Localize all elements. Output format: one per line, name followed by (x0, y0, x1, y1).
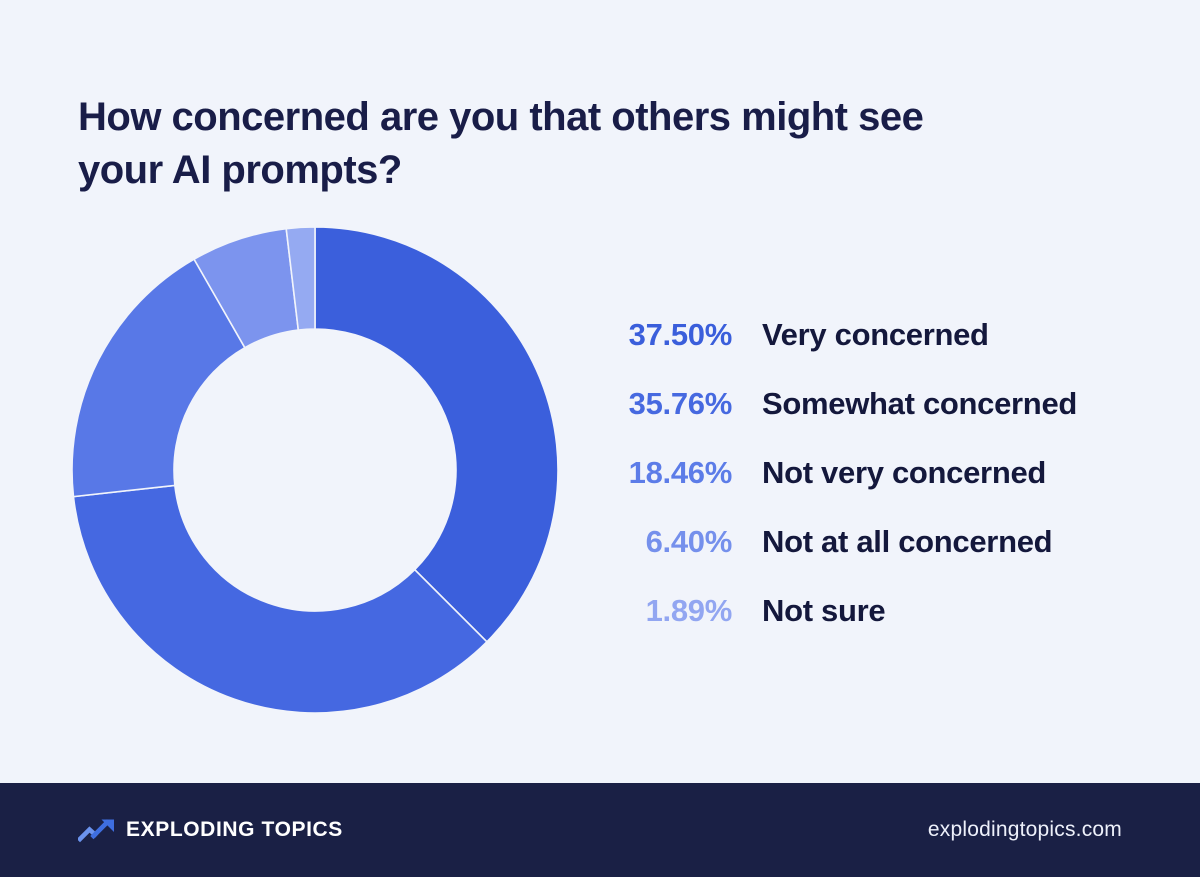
legend-value: 37.50% (628, 316, 733, 352)
arrow-zigzag-left (78, 825, 99, 842)
donut-chart-svg (71, 226, 559, 714)
arrow-head (101, 819, 114, 832)
legend-label: Very concerned (762, 316, 989, 352)
chart-title: How concerned are you that others might … (78, 94, 924, 192)
donut-chart (70, 225, 560, 715)
legend-row-not-very-concerned: 18.46% Not very concerned (598, 438, 1158, 507)
trending-up-arrow-icon (78, 818, 114, 842)
brand-logo: EXPLODING TOPICS (78, 817, 343, 844)
legend-label: Not very concerned (762, 454, 1047, 490)
legend-row-somewhat-concerned: 35.76% Somewhat concerned (598, 369, 1158, 438)
legend-label: Not sure (762, 592, 886, 628)
legend-row-not-sure: 1.89% Not sure (598, 576, 1158, 645)
legend-label: Somewhat concerned (762, 385, 1078, 421)
website-url: explodingtopics.com (927, 818, 1122, 841)
chart-legend: 37.50% Very concerned 35.76% Somewhat co… (598, 300, 1158, 645)
legend-value: 35.76% (628, 385, 733, 421)
legend-row-very-concerned: 37.50% Very concerned (598, 300, 1158, 369)
arrow-zigzag-right (90, 818, 111, 839)
legend-row-not-at-all-concerned: 6.40% Not at all concerned (598, 507, 1158, 576)
legend-label: Not at all concerned (762, 523, 1053, 559)
donut-slice-very-concerned (314, 226, 559, 643)
legend-value: 6.40% (645, 523, 733, 559)
brand-name: EXPLODING TOPICS (126, 818, 343, 841)
footer-bar: EXPLODING TOPICS explodingtopics.com (0, 783, 1200, 877)
donut-slice-not-sure (285, 226, 316, 331)
donut-slice-not-very-concerned (71, 258, 246, 498)
legend-value: 18.46% (628, 454, 733, 490)
legend-value: 1.89% (645, 592, 733, 628)
donut-slice-somewhat-concerned (72, 484, 488, 714)
